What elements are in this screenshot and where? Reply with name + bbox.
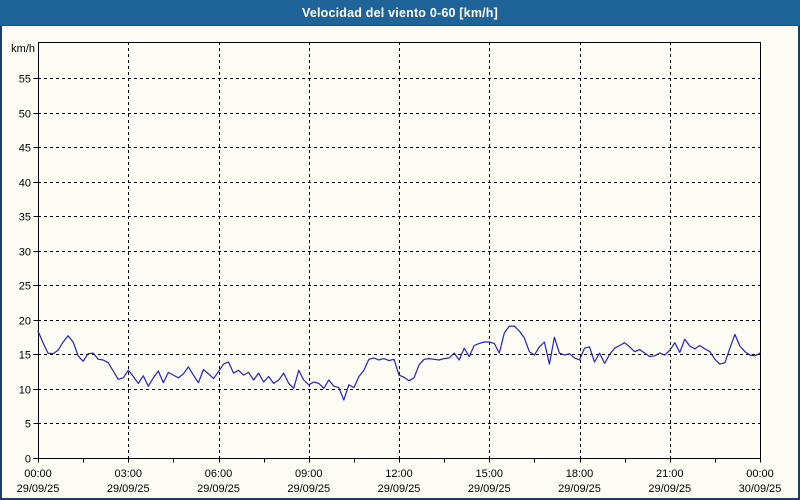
wind-speed-chart: 0 5 10 15 20 25 30 35 40 45 50 55 00:00 29/09/25 03:00…: [11, 42, 782, 495]
x-tick-date-label: 29/09/25: [107, 483, 150, 495]
x-tick-date-label: 29/09/25: [648, 483, 691, 495]
y-tick-label: 0: [25, 454, 31, 466]
chart-title: Velocidad del viento 0-60 [km/h]: [301, 5, 499, 20]
y-tick-label: 20: [19, 316, 31, 328]
x-tick-date-label: 29/09/25: [197, 483, 240, 495]
x-tick-time-label: 15:00: [475, 468, 503, 480]
y-tick-label: 50: [19, 109, 31, 121]
x-tick-time-label: 06:00: [205, 468, 233, 480]
x-tick-date-label: 29/09/25: [468, 483, 511, 495]
x-tick-time-label: 21:00: [656, 468, 684, 480]
x-tick-time-label: 03:00: [114, 468, 142, 480]
x-tick-date-label: 29/09/25: [17, 483, 60, 495]
x-tick-date-label: 29/09/25: [558, 483, 601, 495]
x-tick-time-label: 00:00: [24, 468, 52, 480]
y-tick-label: 30: [19, 247, 31, 259]
x-tick-time-label: 00:00: [746, 468, 774, 480]
y-tick-label: 45: [19, 143, 31, 155]
chart-area: 0 5 10 15 20 25 30 35 40 45 50 55 00:00 29/09/25 03:00…: [0, 26, 800, 500]
plot-border: [38, 42, 761, 459]
x-tick-date-label: 29/09/25: [378, 483, 421, 495]
y-tick-label: 10: [19, 385, 31, 397]
x-tick-time-label: 18:00: [566, 468, 594, 480]
x-tick-date-label: 29/09/25: [287, 483, 330, 495]
x-tick-time-label: 12:00: [385, 468, 413, 480]
y-tick-label: 55: [19, 74, 31, 86]
y-tick-label: 35: [19, 212, 31, 224]
y-tick-label: 25: [19, 281, 31, 293]
wind-speed-line: [37, 325, 761, 401]
x-tick-time-label: 09:00: [295, 468, 323, 480]
x-tick-date-label: 30/09/25: [739, 483, 782, 495]
title-bar: Velocidad del viento 0-60 [km/h]: [0, 0, 800, 26]
y-tick-label: 15: [19, 350, 31, 362]
y-axis-unit-label: km/h: [11, 43, 35, 55]
y-tick-label: 40: [19, 178, 31, 190]
y-tick-label: 5: [25, 419, 31, 431]
